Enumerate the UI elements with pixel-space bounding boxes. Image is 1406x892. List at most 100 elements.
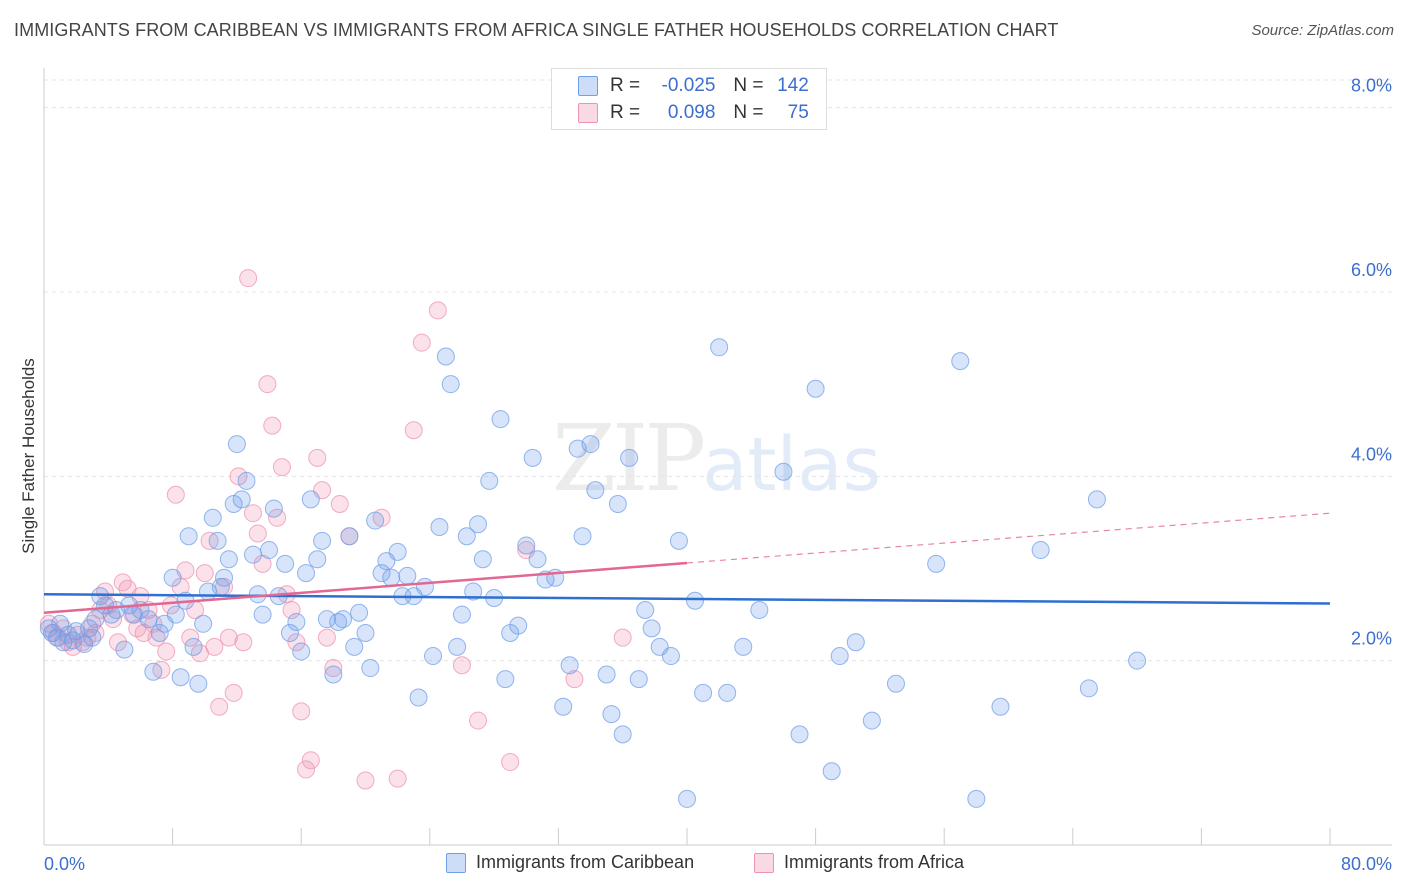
data-point-caribbean bbox=[232, 490, 251, 509]
stats-swatch-caribbean bbox=[578, 76, 598, 96]
data-point-caribbean bbox=[361, 659, 380, 678]
data-point-caribbean bbox=[951, 352, 970, 371]
data-point-caribbean bbox=[517, 536, 536, 555]
data-point-caribbean bbox=[1031, 541, 1050, 560]
data-point-caribbean bbox=[469, 515, 488, 534]
data-point-caribbean bbox=[430, 518, 449, 537]
data-point-caribbean bbox=[441, 375, 460, 394]
data-point-caribbean bbox=[83, 628, 102, 647]
data-point-caribbean bbox=[139, 610, 158, 629]
data-point-caribbean bbox=[144, 662, 163, 681]
watermark: ZIPatlas bbox=[552, 405, 881, 512]
y-tick-label: 2.0% bbox=[1351, 629, 1392, 649]
data-point-caribbean bbox=[734, 637, 753, 656]
data-point-caribbean bbox=[243, 545, 262, 564]
data-point-caribbean bbox=[806, 379, 825, 398]
data-point-africa bbox=[317, 628, 336, 647]
data-point-caribbean bbox=[301, 490, 320, 509]
data-point-caribbean bbox=[297, 564, 316, 583]
data-point-caribbean bbox=[710, 338, 729, 357]
data-point-caribbean bbox=[409, 688, 428, 707]
data-point-caribbean bbox=[642, 619, 661, 638]
data-point-caribbean bbox=[260, 541, 279, 560]
data-point-caribbean bbox=[388, 542, 407, 561]
data-point-caribbean bbox=[171, 668, 190, 687]
trend-line-africa-extension bbox=[686, 512, 1331, 564]
data-point-caribbean bbox=[398, 566, 417, 585]
data-point-caribbean bbox=[597, 665, 616, 684]
y-tick-label: 6.0% bbox=[1351, 260, 1392, 280]
data-point-africa bbox=[195, 564, 214, 583]
data-point-caribbean bbox=[448, 637, 467, 656]
data-point-africa bbox=[404, 421, 423, 440]
data-point-caribbean bbox=[324, 665, 343, 684]
data-point-caribbean bbox=[613, 725, 632, 744]
data-point-caribbean bbox=[602, 705, 621, 724]
data-point-africa bbox=[243, 504, 262, 523]
data-point-africa bbox=[292, 702, 311, 721]
data-point-caribbean bbox=[718, 683, 737, 702]
data-point-caribbean bbox=[264, 499, 283, 518]
data-point-caribbean bbox=[366, 511, 385, 530]
data-point-africa bbox=[412, 333, 431, 352]
data-point-africa bbox=[205, 637, 224, 656]
data-point-caribbean bbox=[927, 554, 946, 573]
legend-swatch-caribbean bbox=[446, 852, 466, 873]
data-point-caribbean bbox=[345, 637, 364, 656]
data-point-africa bbox=[613, 628, 632, 647]
source-credit: Source: ZipAtlas.com bbox=[1251, 22, 1394, 39]
data-point-africa bbox=[428, 301, 447, 320]
stats-swatch-africa bbox=[578, 103, 598, 123]
data-point-africa bbox=[356, 771, 375, 790]
data-point-africa bbox=[301, 751, 320, 770]
legend-label-caribbean: Immigrants from Caribbean bbox=[476, 852, 695, 872]
stats-n-value: 142 bbox=[777, 75, 809, 96]
data-point-caribbean bbox=[620, 448, 639, 467]
stats-row-africa: R = 0.098 N = 75 bbox=[578, 102, 809, 124]
data-point-caribbean bbox=[329, 612, 348, 631]
data-point-caribbean bbox=[382, 568, 401, 587]
data-point-caribbean bbox=[608, 494, 627, 513]
data-point-caribbean bbox=[694, 683, 713, 702]
x-tick-label-max: 80.0% bbox=[1341, 854, 1392, 874]
data-point-africa bbox=[239, 269, 258, 288]
stats-row-caribbean: R = -0.025 N = 142 bbox=[578, 75, 809, 97]
data-point-caribbean bbox=[280, 624, 299, 643]
data-point-africa bbox=[248, 524, 267, 543]
data-point-caribbean bbox=[686, 591, 705, 610]
data-point-caribbean bbox=[496, 670, 515, 689]
data-point-africa bbox=[108, 633, 127, 652]
data-point-caribbean bbox=[573, 527, 592, 546]
data-point-africa bbox=[219, 628, 238, 647]
data-point-africa bbox=[234, 633, 253, 652]
data-point-africa bbox=[282, 600, 301, 619]
data-point-africa bbox=[166, 485, 185, 504]
data-point-africa bbox=[157, 642, 176, 661]
data-point-africa bbox=[388, 769, 407, 788]
legend-label-africa: Immigrants from Africa bbox=[784, 852, 965, 872]
data-point-caribbean bbox=[774, 462, 793, 481]
data-point-caribbean bbox=[750, 600, 769, 619]
stats-n-label: N = bbox=[733, 102, 764, 123]
data-point-africa bbox=[210, 697, 229, 716]
data-point-caribbean bbox=[480, 471, 499, 490]
data-point-caribbean bbox=[822, 762, 841, 781]
data-point-africa bbox=[63, 637, 82, 656]
chart-title: IMMIGRANTS FROM CARIBBEAN VS IMMIGRANTS … bbox=[14, 20, 1059, 40]
data-point-caribbean bbox=[372, 564, 391, 583]
data-point-caribbean bbox=[317, 610, 336, 629]
data-point-caribbean bbox=[313, 531, 332, 550]
data-point-caribbean bbox=[586, 481, 605, 500]
data-point-caribbean bbox=[967, 789, 986, 808]
data-point-caribbean bbox=[248, 585, 267, 604]
data-point-caribbean bbox=[356, 624, 375, 643]
data-point-caribbean bbox=[208, 531, 227, 550]
data-point-caribbean bbox=[452, 605, 471, 624]
data-point-caribbean bbox=[424, 647, 443, 666]
data-point-caribbean bbox=[340, 527, 359, 546]
y-tick-label: 8.0% bbox=[1351, 76, 1392, 96]
data-point-caribbean bbox=[436, 347, 455, 366]
data-point-caribbean bbox=[96, 596, 115, 615]
data-point-caribbean bbox=[1079, 679, 1098, 698]
bottom-legend: Immigrants from Caribbean Immigrants fro… bbox=[0, 850, 1406, 880]
